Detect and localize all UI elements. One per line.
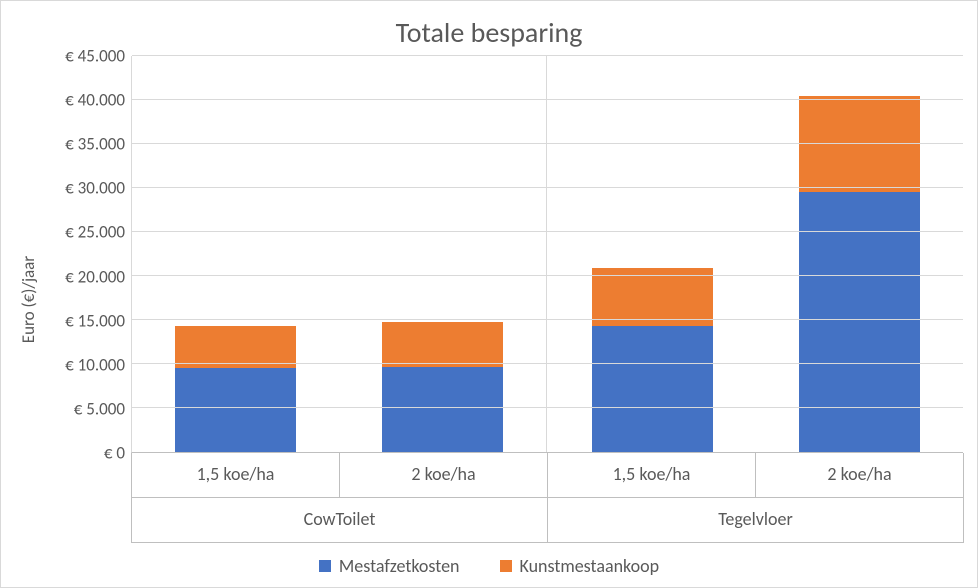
x-axis: 1,5 koe/ha2 koe/haCowToilet1,5 koe/ha2 k… <box>43 453 963 543</box>
plot-and-x: € 0 € 5.000 € 10.000 € 15.000 € 20.000 € 25.0… <box>43 56 963 543</box>
bar-segment <box>592 326 712 452</box>
bar-segment <box>382 322 502 367</box>
gridline <box>132 319 963 320</box>
chart-container: Totale besparing Euro (€)/jaar € 0 € 5.00… <box>0 0 978 588</box>
y-tick-label: € 15.000 <box>65 310 125 331</box>
x-subgroup-row: 1,5 koe/ha2 koe/ha <box>548 453 963 498</box>
legend-label: Kunstmestaankoop <box>520 555 660 577</box>
y-tick-label: € 5.000 <box>74 398 125 419</box>
x-subgroup-label: 1,5 koe/ha <box>132 453 340 497</box>
y-axis-title-wrap: Euro (€)/jaar <box>15 56 43 543</box>
y-tick-label: € 25.000 <box>65 222 125 243</box>
legend-item: Mestafzetkosten <box>319 555 460 577</box>
gridline <box>132 363 963 364</box>
y-tick-label: € 40.000 <box>65 90 125 111</box>
gridline <box>132 99 963 100</box>
gridline <box>132 187 963 188</box>
y-tick-label: € 20.000 <box>65 266 125 287</box>
bar-segment <box>382 367 502 452</box>
x-group: 1,5 koe/ha2 koe/haTegelvloer <box>547 453 964 543</box>
y-tick-label: € 10.000 <box>65 354 125 375</box>
y-tick-label: € 30.000 <box>65 178 125 199</box>
bar-subgroup <box>756 56 963 452</box>
x-subgroup-label: 1,5 koe/ha <box>548 453 756 497</box>
chart-title: Totale besparing <box>15 15 963 50</box>
gridline <box>132 231 963 232</box>
y-axis-title: Euro (€)/jaar <box>19 256 40 343</box>
chart-body: Euro (€)/jaar € 0 € 5.000 € 10.000 € 15.000… <box>15 56 963 543</box>
gridline <box>132 143 963 144</box>
y-tick-label: € 35.000 <box>65 134 125 155</box>
x-group: 1,5 koe/ha2 koe/haCowToilet <box>131 453 548 543</box>
bar-subgroup <box>549 56 756 452</box>
bar-subgroup <box>339 56 546 452</box>
bar-segment <box>592 268 712 326</box>
legend: Mestafzetkosten Kunstmestaankoop <box>15 543 963 579</box>
x-subgroup-row: 1,5 koe/ha2 koe/ha <box>132 453 547 498</box>
legend-swatch <box>319 560 331 572</box>
bar-subgroup <box>132 56 339 452</box>
plot-row: € 0€ 5.000€ 10.000€ 15.000€ 20.000€ 25.0… <box>43 56 963 453</box>
bar-segment <box>175 368 295 452</box>
bar-segment <box>175 326 295 367</box>
x-group-label: CowToilet <box>132 498 547 542</box>
x-axis-groups: 1,5 koe/ha2 koe/haCowToilet1,5 koe/ha2 k… <box>131 453 963 543</box>
legend-swatch <box>500 560 512 572</box>
bar <box>799 56 919 452</box>
bars-layer <box>132 56 963 452</box>
gridline <box>132 55 963 56</box>
legend-label: Mestafzetkosten <box>339 555 460 577</box>
y-tick-labels: € 0€ 5.000€ 10.000€ 15.000€ 20.000€ 25.0… <box>43 56 131 453</box>
gridline <box>132 407 963 408</box>
y-tick-label: € 45.000 <box>65 46 125 67</box>
bar <box>175 56 295 452</box>
bar-group <box>549 56 963 452</box>
x-subgroup-label: 2 koe/ha <box>756 453 963 497</box>
bar <box>592 56 712 452</box>
gridline <box>132 275 963 276</box>
x-subgroup-label: 2 koe/ha <box>340 453 547 497</box>
bar-segment <box>799 96 919 193</box>
y-tick-label: € 0 <box>104 443 125 464</box>
bar <box>382 56 502 452</box>
legend-item: Kunstmestaankoop <box>500 555 660 577</box>
x-axis-spacer <box>43 453 131 543</box>
x-group-label: Tegelvloer <box>548 498 963 542</box>
bar-group <box>132 56 547 452</box>
plot-area <box>131 56 963 453</box>
